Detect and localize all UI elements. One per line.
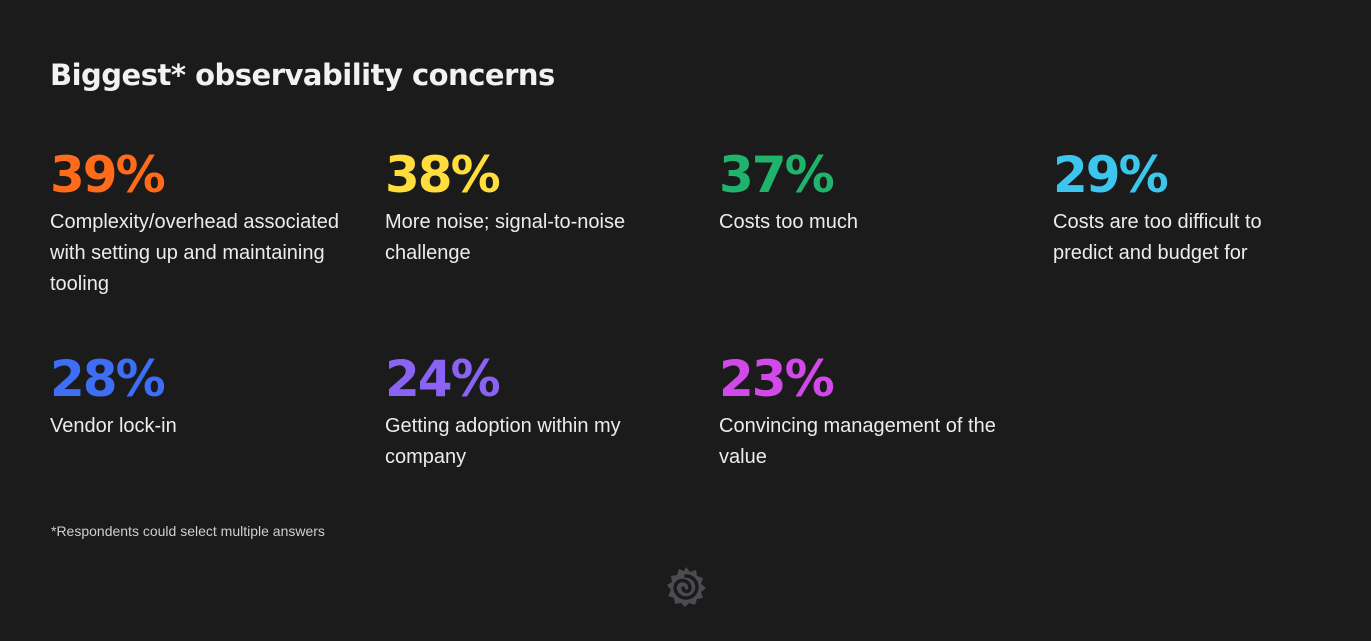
stat-card: 23% Convincing management of the value	[719, 349, 999, 473]
stat-label: Vendor lock-in	[50, 415, 177, 437]
stat-value: 37%	[719, 146, 835, 204]
stat-value: 38%	[385, 146, 501, 204]
grafana-logo-icon	[662, 563, 710, 611]
stat-card: 29% Costs are too difficult to predict a…	[1053, 145, 1303, 269]
stat-label: Costs too much	[719, 211, 858, 233]
stat-value: 39%	[50, 146, 166, 204]
page-title: Biggest* observability concerns	[50, 58, 555, 92]
stat-label: Getting adoption within my company	[385, 415, 621, 468]
stat-label: Costs are too difficult to predict and b…	[1053, 211, 1262, 264]
stat-value: 23%	[719, 350, 835, 408]
stat-value: 24%	[385, 350, 501, 408]
stat-card: 38% More noise; signal-to-noise challeng…	[385, 145, 665, 269]
stat-card: 39% Complexity/overhead associated with …	[50, 145, 350, 300]
stat-label: Complexity/overhead associated with sett…	[50, 211, 340, 295]
stat-label: More noise; signal-to-noise challenge	[385, 211, 626, 264]
stat-card: 28% Vendor lock-in	[50, 349, 350, 442]
stat-value: 28%	[50, 350, 166, 408]
stat-label: Convincing management of the value	[719, 415, 996, 468]
stat-value: 29%	[1053, 146, 1169, 204]
stat-card: 37% Costs too much	[719, 145, 1019, 238]
stat-card: 24% Getting adoption within my company	[385, 349, 635, 473]
footnote: *Respondents could select multiple answe…	[51, 523, 325, 539]
